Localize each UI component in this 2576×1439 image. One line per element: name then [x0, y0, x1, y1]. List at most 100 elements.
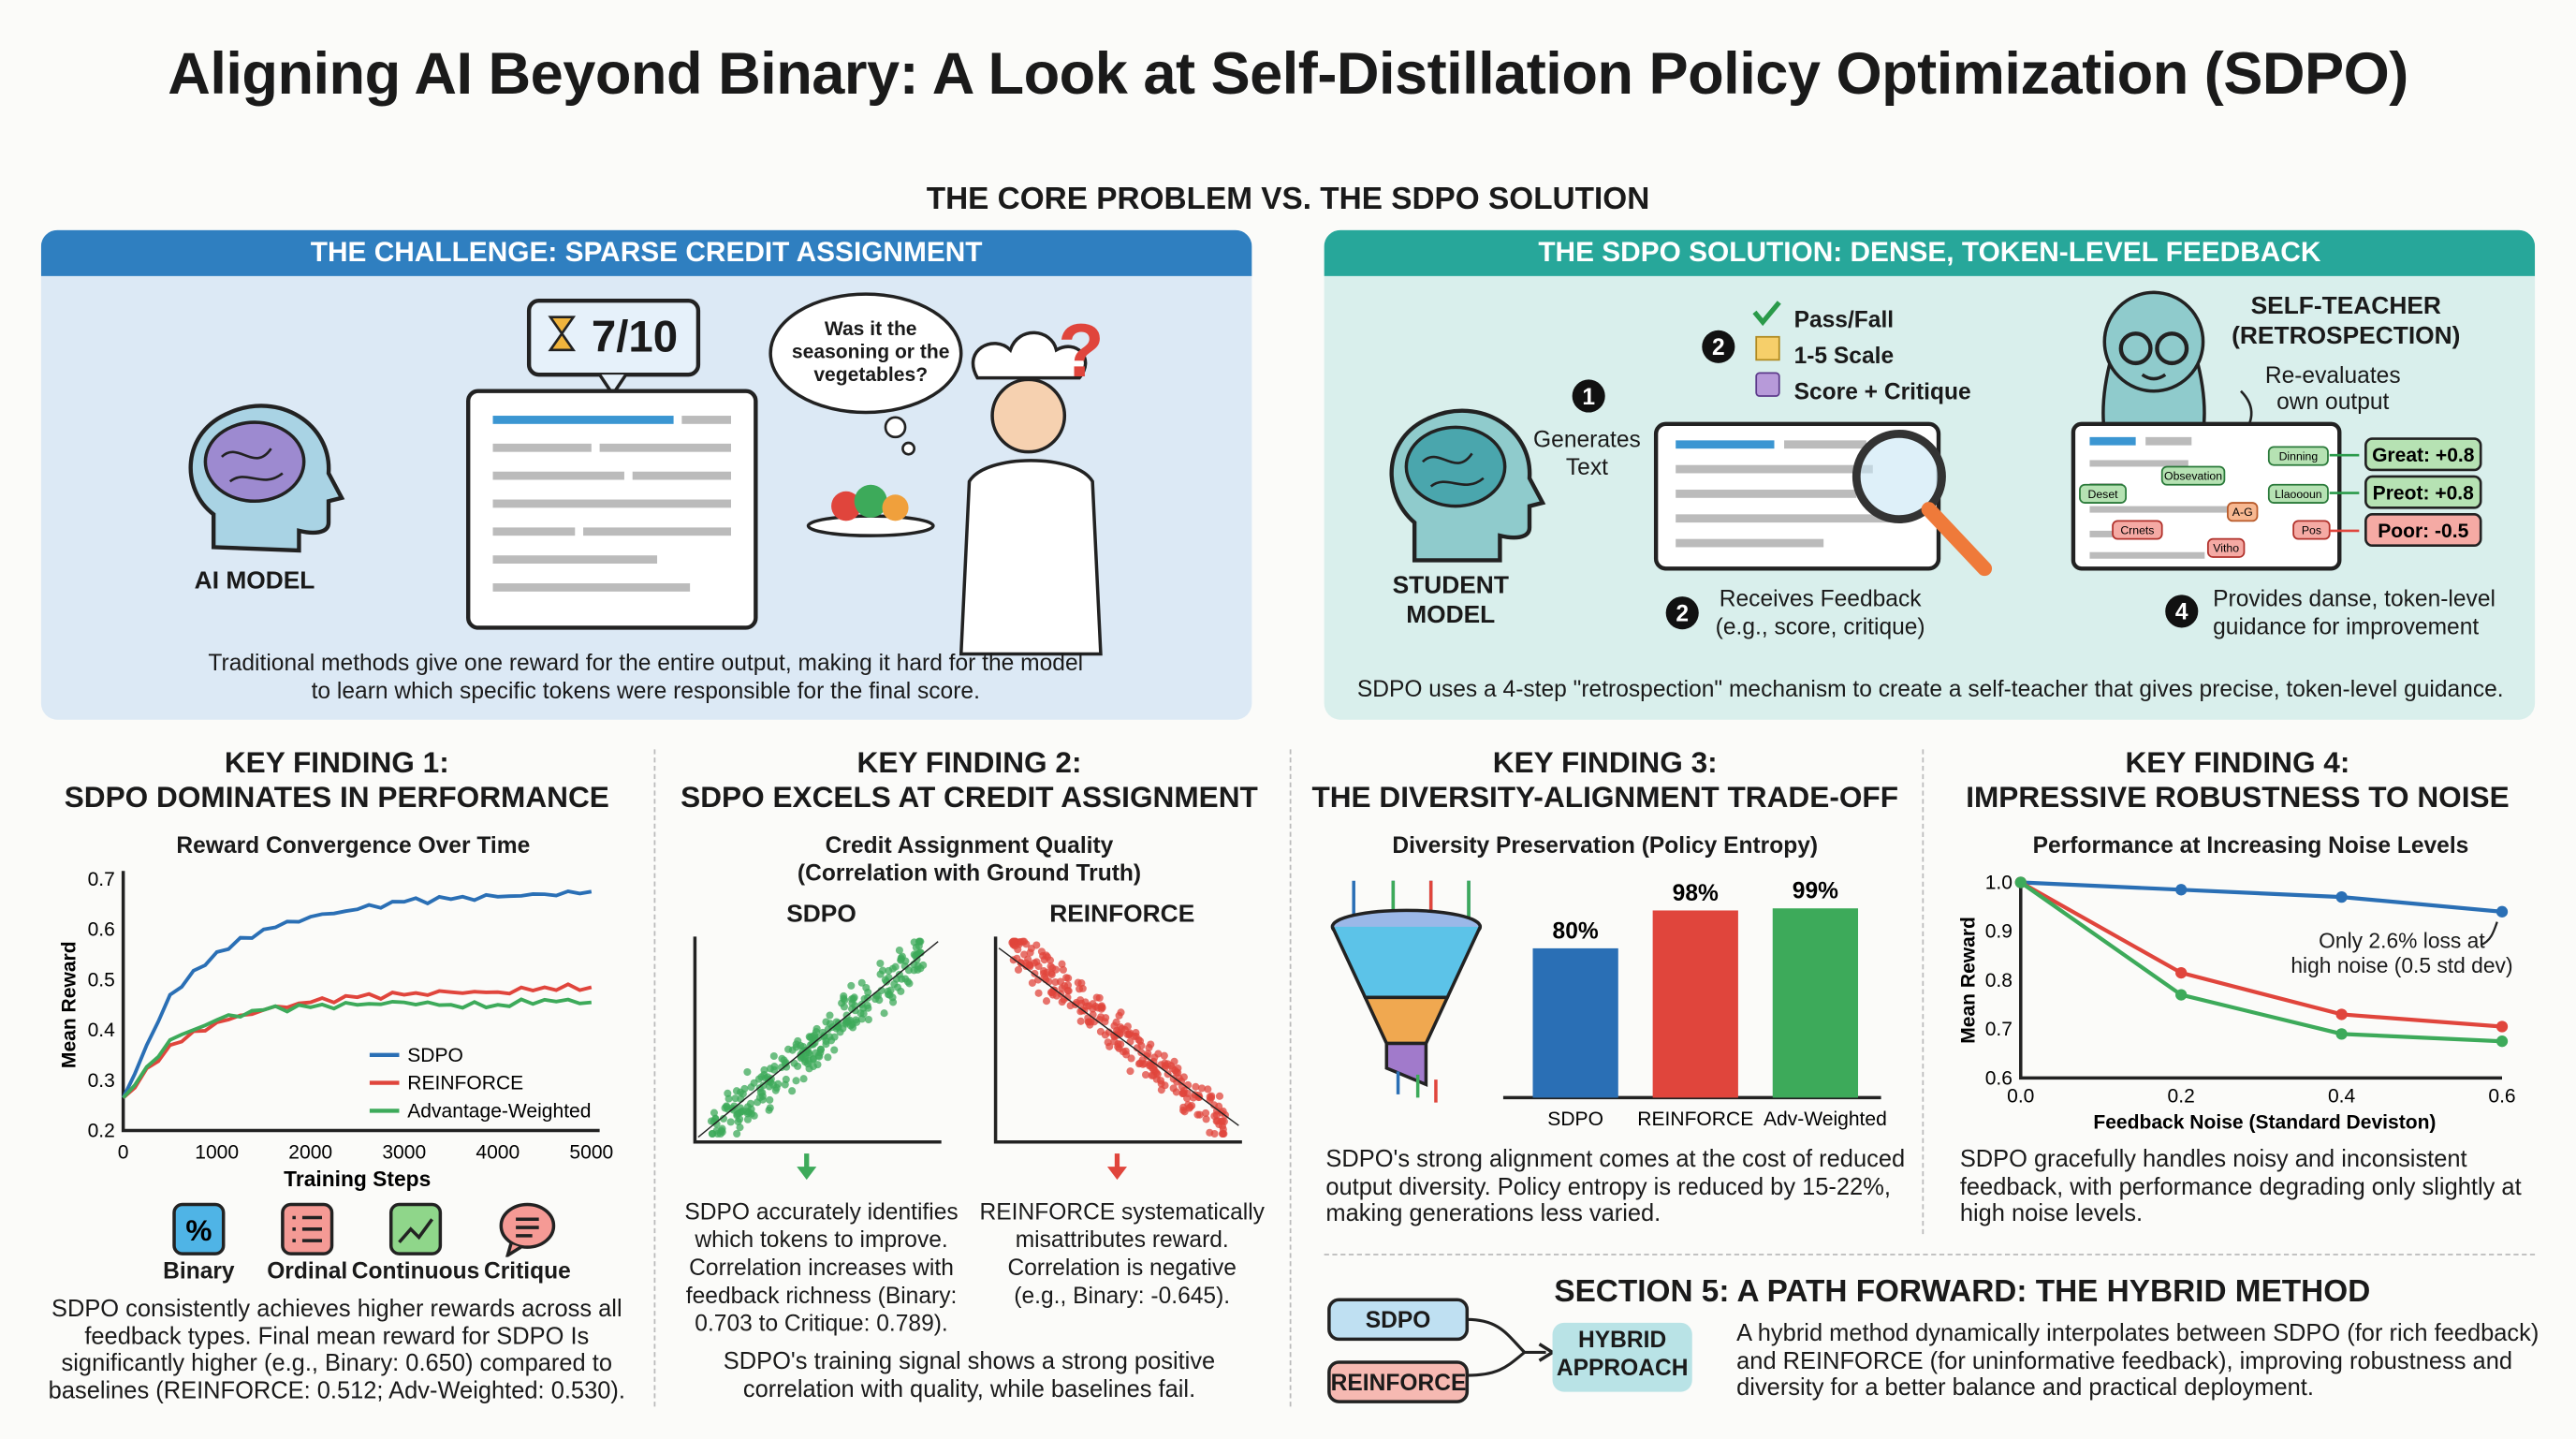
scatter-point [1110, 1021, 1119, 1030]
text-line: output diversity. Policy entropy is redu… [1325, 1174, 1891, 1201]
scatter-point [847, 981, 856, 990]
solution-caption: SDPO uses a 4-step "retrospection" mecha… [1356, 675, 2504, 702]
scatter-point [886, 986, 895, 994]
text-line: significantly higher (e.g., Binary: 0.65… [61, 1350, 613, 1377]
text-line: making generations less varied. [1325, 1200, 1661, 1228]
scatter-point [901, 975, 910, 983]
scatter-point [782, 1075, 790, 1083]
scatter-point [840, 1003, 848, 1011]
scatter-point [849, 994, 857, 1003]
scatter-point [1059, 965, 1067, 974]
scatter-point [1218, 1117, 1227, 1125]
scatter-point [1160, 1051, 1168, 1060]
score-great-label: Great: +0.8 [2372, 445, 2475, 466]
re-evaluates-text: Re-evaluates own output [2265, 361, 2401, 414]
scatter-point [895, 946, 903, 955]
binary-label: Binary [163, 1256, 235, 1284]
scatter-point [1110, 1031, 1119, 1039]
scatter-point [1207, 1094, 1216, 1102]
y-axis-label: Mean Reward [1958, 917, 1980, 1044]
sdpo-pill: SDPO [1327, 1298, 1470, 1342]
scatter-point [1143, 1051, 1151, 1061]
noise-robustness-chart: 0.6 0.7 0.8 0.9 1.0 0.0 0.2 0.4 0.6 Feedback Nois… [1958, 873, 2516, 1134]
x-tick-label: 0.0 [2007, 1086, 2034, 1108]
critique-icon [1755, 372, 1780, 397]
text-line: own output [2276, 388, 2390, 415]
challenge-caption: Traditional methods give one reward for … [208, 649, 1083, 705]
scatter-point [1189, 1094, 1197, 1102]
scatter-point [797, 1051, 805, 1061]
title-line: (Correlation with Ground Truth) [797, 859, 1142, 886]
scatter-point [1101, 1031, 1109, 1039]
scatter-point [1076, 985, 1084, 993]
scatter-point [1204, 1085, 1212, 1094]
scatter-point [1063, 993, 1072, 1002]
x-tick-label: 0.4 [2328, 1086, 2356, 1108]
scatter-point [1161, 1081, 1169, 1090]
section-5-title: SECTION 5: A PATH FORWARD: THE HYBRID ME… [1554, 1274, 2371, 1310]
scatter-point [754, 1075, 763, 1083]
scatter-point [1102, 1014, 1110, 1022]
scatter-point [1063, 981, 1073, 990]
heading-line: KEY FINDING 3: [1492, 745, 1718, 779]
scatter-point [756, 1088, 765, 1096]
scatter-point [1141, 1070, 1150, 1079]
text-line: misattributes reward. [1015, 1226, 1229, 1253]
scatter-point [880, 1009, 888, 1018]
heading-line: SDPO EXCELS AT CREDIT ASSIGNMENT [681, 780, 1258, 814]
text-line: correlation with quality, while baseline… [742, 1375, 1196, 1402]
reinforce-scatter-label: REINFORCE [1049, 900, 1195, 929]
caption-line: Traditional methods give one reward for … [208, 649, 1084, 676]
credit-assignment-scatter [693, 936, 1242, 1181]
series-line-sdpo [2020, 880, 2503, 914]
scatter-point [888, 964, 897, 973]
scatter-point [883, 977, 891, 986]
scatter-point [1126, 1067, 1134, 1076]
down-arrow-icon [797, 1167, 817, 1181]
bar-value-label: 80% [1553, 918, 1599, 944]
scatter-point [1034, 962, 1043, 971]
merge-arrow-icon [1467, 1317, 1556, 1377]
scatter-point [824, 1053, 832, 1062]
challenge-header: THE CHALLENGE: SPARSE CREDIT ASSIGNMENT [40, 229, 1252, 276]
scatter-point [794, 1062, 802, 1070]
scatter-point [1020, 950, 1029, 959]
token-chip: Llaoooun [2275, 488, 2322, 501]
scatter-point [863, 1001, 871, 1009]
scatter-axes [993, 936, 1242, 1144]
scatter-point [1027, 945, 1035, 953]
scatter-point [1042, 997, 1051, 1006]
y-tick-label: 0.5 [88, 969, 115, 991]
scatter-point [809, 1063, 817, 1071]
scatter-point [1056, 977, 1064, 986]
x-tick-label: 5000 [569, 1141, 613, 1163]
legend-label: SDPO [407, 1045, 463, 1066]
scatter-point [1066, 1002, 1075, 1010]
scatter-point [822, 1036, 830, 1046]
text-line: Text [1565, 453, 1608, 480]
challenge-illustration [188, 292, 1103, 656]
chart-2-title: Credit Assignment Quality (Correlation wi… [798, 831, 1141, 888]
text-line: high noise (0.5 std dev) [2291, 952, 2513, 978]
y-tick-label: 0.7 [88, 869, 115, 890]
data-point [2175, 966, 2188, 979]
scatter-point [857, 1015, 866, 1023]
scatter-point [830, 1033, 839, 1041]
scatter-point [1174, 1068, 1182, 1077]
text-line: feedback richness (Binary: [685, 1281, 958, 1309]
robustness-annotation: Only 2.6% loss at high noise (0.5 std dev… [2291, 929, 2512, 978]
scatter-point [1146, 1062, 1154, 1070]
series-line-reinforce [122, 982, 593, 1100]
scatter-point [846, 1016, 855, 1024]
text-line: guidance for improvement [2213, 612, 2480, 639]
data-point [2335, 891, 2348, 903]
score-poor [2364, 513, 2482, 548]
hybrid-approach-box: HYBRID APPROACH [1552, 1322, 1692, 1392]
y-tick-label: 0.6 [1985, 1067, 2012, 1089]
scatter-point [770, 1063, 779, 1071]
svg-text:%: % [185, 1213, 212, 1247]
scatter-point [716, 1129, 724, 1138]
bar-adv-weighted [1772, 908, 1859, 1098]
scatter-point [766, 1095, 774, 1104]
scatter-point [792, 1077, 800, 1085]
